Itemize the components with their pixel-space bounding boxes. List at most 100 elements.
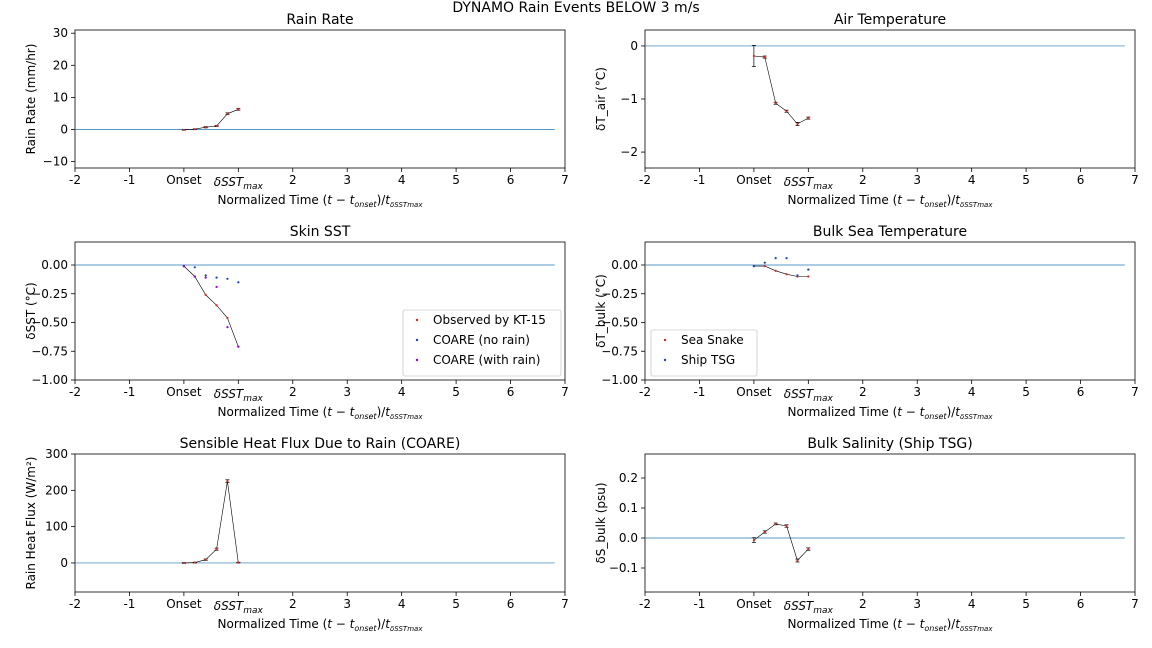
x-tick-label: 3 [343,173,351,187]
y-tick-label: −0.75 [31,344,68,358]
x-tick-label: 4 [968,385,976,399]
data-point [785,524,788,528]
series-line [183,265,239,347]
data-point [763,261,766,264]
data-point [226,316,229,319]
y-tick-label: −10 [43,155,68,169]
y-tick-label: −0.75 [601,344,638,358]
chart-panel: Sensible Heat Flux Due to Rain (COARE) -2… [24,436,569,633]
data-point [774,522,777,526]
x-tick-label: 5 [452,597,460,611]
x-tick-label: 4 [968,597,976,611]
x-tick-label: -2 [69,597,81,611]
x-axis-label: Normalized Time (t − tonset)/tδSSTmax [788,405,994,421]
y-tick-label: 0.0 [619,531,638,545]
data-point [237,561,240,564]
x-tick-label: 2 [859,385,867,399]
y-axis-label: δT_air (°C) [594,67,608,131]
x-tick-label: 3 [343,597,351,611]
data-point [182,561,185,565]
x-tick-label: 6 [1077,597,1085,611]
data-point [215,124,218,128]
chart-panel: Air Temperature -2 -1 Onset δSSTmax 2 3 4 5 6 7 0 −1… [594,12,1139,209]
legend-box [402,309,562,377]
x-tick-label: Onset [736,597,772,611]
legend-box [650,329,758,377]
y-tick-label: 0.2 [619,471,638,485]
y-tick-label: 0.1 [619,501,638,515]
x-tick-label: 2 [289,385,297,399]
chart-title: Bulk Salinity (Ship TSG) [807,436,972,452]
y-tick-label: 0.00 [41,258,68,272]
y-tick-label: 0 [60,556,68,570]
y-tick-label: −0.25 [31,287,68,301]
plot-frame [74,241,566,381]
x-tick-label: Onset [166,173,202,187]
x-tick-label: 5 [1022,385,1030,399]
data-point [193,266,196,269]
x-tick-label: -1 [693,173,705,187]
data-point [752,54,755,58]
x-tick-label: 3 [913,385,921,399]
x-tick-label: 2 [289,597,297,611]
series-line [183,481,239,564]
y-tick-label: −2 [620,145,638,159]
plot-frame [644,453,1136,593]
x-tick-label: -2 [639,597,651,611]
x-tick-label: Onset [166,385,202,399]
y-tick-label: 0 [60,122,68,136]
legend-marker [415,358,419,362]
x-axis-label: Normalized Time (t − tonset)/tδSSTmax [218,193,424,209]
data-point [182,265,185,268]
legend-label: Observed by KT-15 [433,313,546,327]
legend-marker [415,338,419,342]
chart-title: Sensible Heat Flux Due to Rain (COARE) [180,436,461,452]
x-tick-label: δSSTmax [784,599,834,616]
y-tick-label: −0.25 [601,287,638,301]
x-tick-label: 7 [1131,385,1139,399]
legend-label: COARE (no rain) [433,333,530,347]
y-axis-label: Rain Heat Flux (W/m²) [24,457,38,590]
chart-panel: Rain Rate -2 -1 Onset δSSTmax 2 3 4 5 6 7 −10 0 10 20 3… [24,12,569,209]
y-tick-label: 300 [45,447,68,461]
y-tick-label: 20 [53,58,68,72]
x-tick-label: -2 [69,385,81,399]
data-point [807,268,810,271]
legend: Sea Snake Ship TSG [650,329,758,377]
x-tick-label: 7 [561,597,569,611]
x-tick-label: 3 [913,597,921,611]
x-tick-label: 5 [452,173,460,187]
y-axis-label: Rain Rate (mm/hr) [24,44,38,155]
x-tick-label: 6 [1077,173,1085,187]
x-tick-label: 5 [452,385,460,399]
data-point [204,276,207,279]
legend: Observed by KT-15 COARE (no rain) COARE (w… [402,309,562,377]
data-point [204,293,207,296]
data-point [204,558,207,561]
legend-label: Sea Snake [681,333,744,347]
x-tick-label: δSSTmax [784,387,834,404]
data-point [752,539,755,542]
x-tick-label: -1 [123,385,135,399]
data-point [226,112,229,115]
plot-frame [644,29,1136,169]
x-tick-label: -2 [69,173,81,187]
chart-title: Skin SST [290,224,351,240]
y-tick-label: −1 [620,92,638,106]
data-point [215,285,218,288]
y-axis-label: δS_bulk (psu) [594,482,608,563]
y-axis-label: δT_bulk (°C) [594,274,608,348]
data-point [796,122,799,126]
legend-marker [415,318,419,322]
data-point [182,128,185,131]
panels: Rain Rate-2 -1 Onset δSSTmax 2 3 4 5 6 7−10010203… [24,12,1139,633]
x-tick-label: δSSTmax [784,175,834,192]
y-tick-label: 0 [630,39,638,53]
x-tick-label: 4 [968,173,976,187]
x-tick-label: 2 [859,173,867,187]
x-axis-label: Normalized Time (t − tonset)/tδSSTmax [788,617,994,633]
plot-frame [644,241,1136,381]
y-tick-label: −1.00 [31,373,68,387]
y-tick-label: 200 [45,483,68,497]
